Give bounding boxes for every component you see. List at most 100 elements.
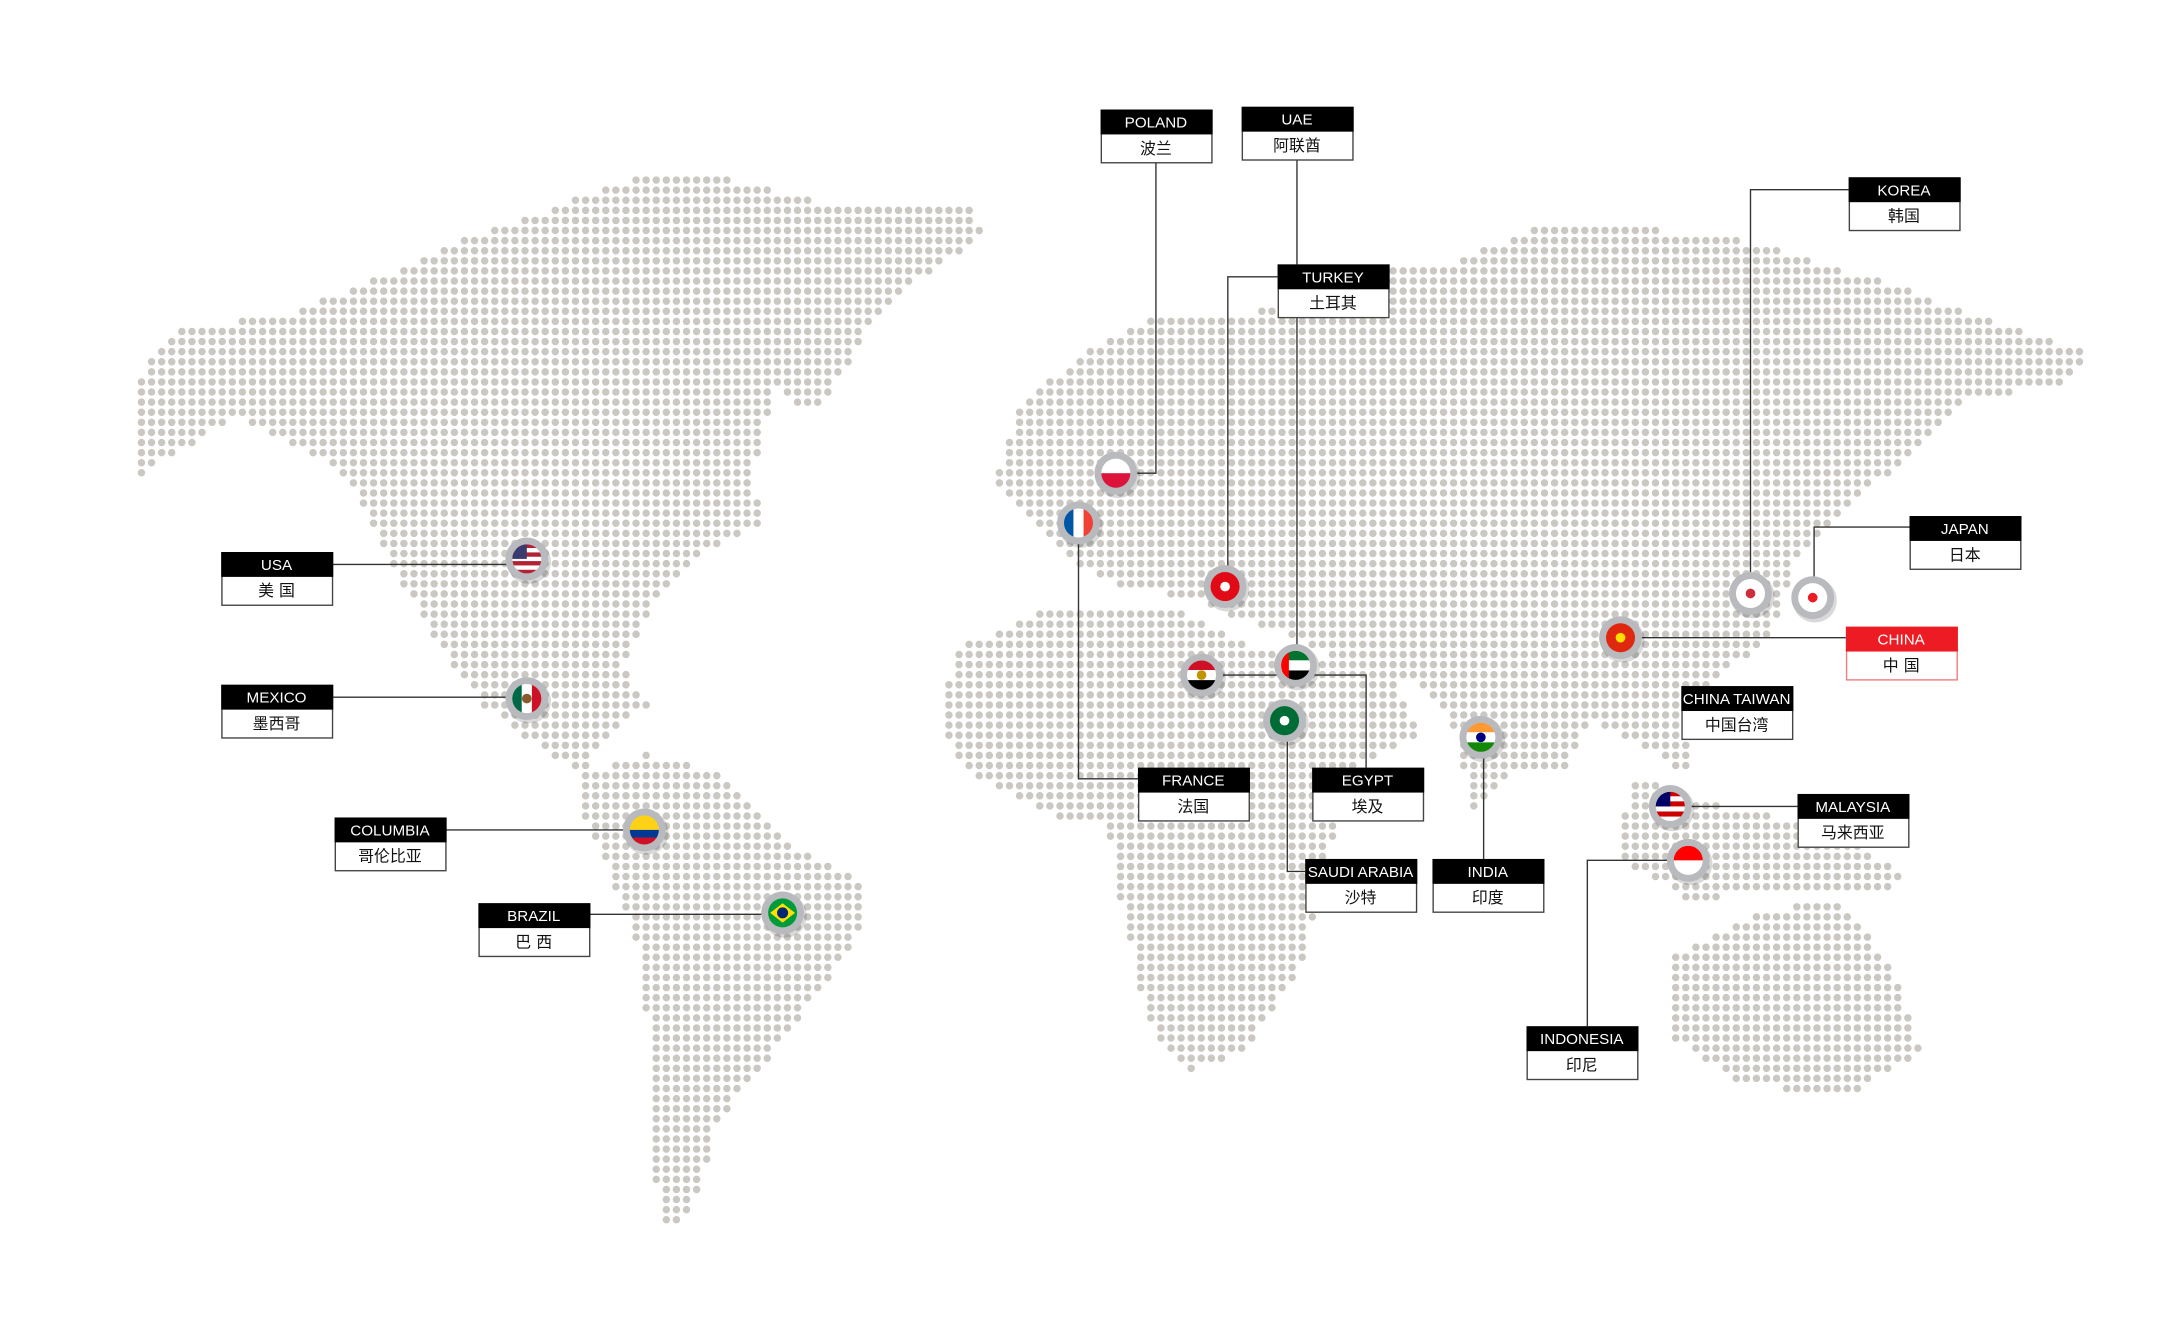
map-dot [1752, 257, 1761, 265]
map-dot [1540, 267, 1549, 275]
map-dot [1883, 307, 1892, 316]
map-dot [1409, 317, 1417, 326]
map-dot [1833, 267, 1841, 275]
map-dot [1813, 428, 1821, 437]
map-dot [299, 347, 307, 356]
map-dot [1126, 368, 1135, 376]
map-dot [1924, 358, 1932, 366]
map-dot [1480, 358, 1488, 366]
map-dot [702, 226, 711, 235]
map-dot [581, 408, 590, 416]
map-dot [480, 529, 489, 538]
map-dot [1177, 469, 1185, 477]
map-dot [1177, 549, 1185, 558]
map-dot [1843, 418, 1852, 427]
map-dot [551, 317, 560, 326]
map-dot [702, 317, 711, 326]
map-dot [1782, 408, 1791, 416]
map-dot [713, 469, 721, 477]
map-dot [531, 368, 539, 376]
map-dot [602, 590, 610, 598]
map-dot [410, 418, 418, 427]
map-dot [682, 448, 691, 457]
map-dot [531, 499, 539, 507]
map-dot [1601, 438, 1609, 447]
map-dot [561, 307, 570, 316]
map-dot [612, 307, 620, 316]
map-dot [1682, 519, 1690, 527]
map-dot [1005, 458, 1014, 467]
map-dot [1520, 337, 1529, 346]
map-dot [1379, 368, 1387, 376]
map-dot [198, 347, 206, 356]
map-dot [1924, 317, 1932, 326]
map-dot [460, 489, 469, 497]
map-dot [460, 236, 469, 245]
map-dot [1803, 358, 1811, 366]
map-dot [1177, 378, 1185, 386]
map-dot [1631, 499, 1640, 507]
map-dot [1621, 307, 1629, 316]
map-dot [1591, 539, 1599, 548]
map-dot [1500, 549, 1508, 558]
map-dot [218, 347, 226, 356]
map-dot [1237, 519, 1246, 527]
map-dot [480, 479, 489, 487]
map-dot [1359, 610, 1367, 618]
map-dot [1722, 388, 1730, 396]
map-dot [1439, 590, 1448, 598]
map-dot [1591, 418, 1599, 427]
map-dot [1540, 519, 1549, 527]
map-dot [1671, 368, 1680, 376]
map-dot [1369, 418, 1377, 427]
map-dot [571, 549, 580, 558]
map-dot [1510, 428, 1518, 437]
map-dot [1954, 398, 1963, 406]
map-dot [1278, 569, 1286, 578]
map-dot [733, 216, 741, 225]
map-dot [1207, 347, 1216, 356]
map-dot [1449, 499, 1458, 507]
map-dot [1833, 398, 1841, 406]
map-dot [1106, 519, 1115, 527]
map-dot [965, 206, 973, 215]
map-dot [743, 317, 751, 326]
map-dot [854, 216, 862, 225]
map-dot [1470, 509, 1478, 517]
map-dot [1136, 327, 1145, 336]
map-dot [793, 388, 802, 396]
map-dot [1237, 347, 1246, 356]
map-dot [793, 398, 802, 406]
map-dot [1894, 448, 1902, 457]
map-dot [571, 246, 580, 255]
map-dot [1510, 499, 1518, 507]
map-dot [1793, 267, 1801, 275]
map-dot [743, 297, 751, 305]
map-dot [1490, 549, 1498, 558]
map-dot [1429, 358, 1438, 366]
map-dot [1207, 378, 1216, 386]
map-dot [511, 347, 519, 356]
map-dot [1621, 347, 1629, 356]
map-dot [450, 458, 459, 467]
map-dot [1722, 499, 1730, 507]
map-dot [1399, 610, 1407, 618]
map-dot [1278, 368, 1286, 376]
map-dot [1550, 580, 1559, 588]
map-dot [1227, 529, 1236, 538]
map-dot [1651, 479, 1660, 487]
map-dot [844, 287, 852, 295]
map-dot [460, 590, 469, 598]
map-dot [864, 216, 872, 225]
map-dot [884, 226, 893, 235]
map-dot [1692, 569, 1700, 578]
map-dot [1712, 317, 1720, 326]
map-dot [258, 368, 267, 376]
map-dot [1510, 408, 1518, 416]
map-dot [1661, 499, 1670, 507]
map-dot [157, 347, 166, 356]
map-dot [581, 378, 590, 386]
map-dot [1530, 378, 1539, 386]
map-dot [723, 277, 731, 285]
map-dot [1934, 418, 1942, 427]
